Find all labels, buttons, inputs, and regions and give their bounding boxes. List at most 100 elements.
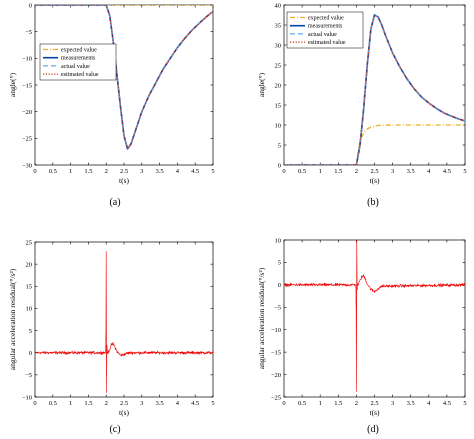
x-tick-label: 0 [282,168,285,175]
x-tick-label: 2.5 [370,168,378,175]
y-tick-label: −25 [22,136,32,143]
y-axis-label: angle(°) [257,72,266,97]
x-tick-label: 2 [355,168,358,175]
chart-panel-4: 0 0.5 1 1.5 2 2.5 3 3.5 4 4.5 5 −25 −20 −15 −10 −5 0 5 10 t… [257,237,467,435]
series-group [284,240,465,392]
legend-entry: actual value [61,64,90,70]
y-tick-label: 0 [29,2,32,9]
panel-caption: (b) [367,197,379,208]
x-tick-label: 3 [391,168,394,175]
plot-frame [34,4,214,166]
y-tick-label: 10 [275,237,282,244]
x-tick-label: 4.5 [191,400,199,407]
legend-entry: measurements [308,24,343,30]
x-axis-label: t(s) [119,408,130,417]
x-tick-label: 4 [427,168,431,175]
x-tick-label: 1.5 [334,400,342,407]
x-tick-label: 1 [319,168,322,175]
x-axis-label: t(s) [370,176,381,185]
x-tick-label: 1.5 [84,400,92,407]
x-tick-label: 2.5 [370,400,378,407]
legend-entry: measurements [61,56,96,62]
x-tick-label: 4 [176,400,180,407]
x-tick-label: 1.5 [84,168,92,175]
x-tick-label: 0 [33,400,36,407]
x-axis-label: t(s) [370,408,381,417]
y-tick-label: −10 [22,394,32,401]
x-tick-label: 0 [282,400,285,407]
plot-frame [283,239,466,398]
chart-panel-3: 0 0.5 1 1.5 2 2.5 3 3.5 4 4.5 5 −10 −5 0 5 10 15 20 25 t(s)… [8,239,215,435]
y-tick-label: −15 [271,349,281,356]
legend: expected value measurements actual value es… [39,43,117,81]
x-tick-label: 1 [69,400,72,407]
y-tick-label: 15 [275,102,282,109]
y-tick-label: 10 [275,122,282,129]
x-tick-label: 2.5 [120,400,128,407]
plot-frame [34,241,214,398]
x-tick-label: 1 [69,168,72,175]
x-tick-label: 4 [176,168,180,175]
legend-entry: actual value [308,32,337,38]
x-tick-label: 0.5 [298,168,306,175]
x-tick-label: 3.5 [156,400,164,407]
x-tick-label: 5 [211,168,214,175]
y-tick-label: −30 [22,162,32,169]
x-tick-label: 4.5 [443,168,451,175]
y-tick-label: 10 [26,306,33,313]
x-tick-label: 3 [140,168,143,175]
legend-entry: expected value [308,16,344,22]
x-tick-label: 4 [427,400,431,407]
y-tick-label: 40 [275,2,282,9]
series-line-residual [284,240,465,392]
legend: expected value measurements actual value es… [286,11,364,49]
legend-entry: estimated value [61,72,99,78]
x-tick-label: 1 [319,400,322,407]
x-tick-label: 3 [140,400,143,407]
x-tick-label: 5 [463,168,466,175]
x-tick-label: 5 [211,400,214,407]
legend-entry: estimated value [308,40,346,46]
y-axis-label: angle(°) [8,72,17,97]
y-tick-label: −15 [22,82,32,89]
x-tick-label: 3 [391,400,394,407]
x-tick-label: 4.5 [191,168,199,175]
y-tick-label: −25 [271,394,281,401]
y-tick-label: −5 [25,372,32,379]
x-tick-label: 2.5 [120,168,128,175]
legend-box [39,43,117,81]
legend-entry: expected value [61,48,97,54]
y-tick-label: 0 [278,282,281,289]
y-tick-label: −5 [274,305,281,312]
series-group [35,251,213,393]
y-tick-label: 0 [29,350,32,357]
x-tick-label: 2 [105,168,108,175]
legend-box [286,11,364,49]
x-tick-label: 0.5 [49,168,57,175]
series-group [284,14,465,165]
y-axis-label: angular acceleration residual(°/s²) [8,268,17,370]
x-tick-label: 1.5 [334,168,342,175]
x-tick-label: 5 [463,400,466,407]
y-tick-label: 20 [26,261,33,268]
y-tick-label: 5 [29,328,32,335]
panel-caption: (a) [109,197,120,208]
series-line-residual [35,251,213,393]
y-tick-label: −5 [25,29,32,36]
y-tick-label: 0 [278,162,281,169]
y-tick-label: 35 [275,22,282,29]
y-tick-label: 30 [275,42,282,49]
y-axis-label: angular acceleration residual(°/s²) [257,267,266,369]
y-tick-label: 15 [26,284,33,291]
y-tick-label: −20 [271,372,281,379]
chart-panel-2: 0 0.5 1 1.5 2 2.5 3 3.5 4 4.5 5 0 5 10 15 20 25 30 35 40 t(s… [257,2,467,208]
x-tick-label: 0.5 [49,400,57,407]
panel-caption: (c) [109,424,120,435]
x-tick-label: 2 [105,400,108,407]
x-tick-label: 3.5 [156,168,164,175]
x-tick-label: 3.5 [407,400,415,407]
x-tick-label: 4.5 [443,400,451,407]
y-tick-label: 25 [26,239,33,246]
x-tick-label: 0 [33,168,36,175]
